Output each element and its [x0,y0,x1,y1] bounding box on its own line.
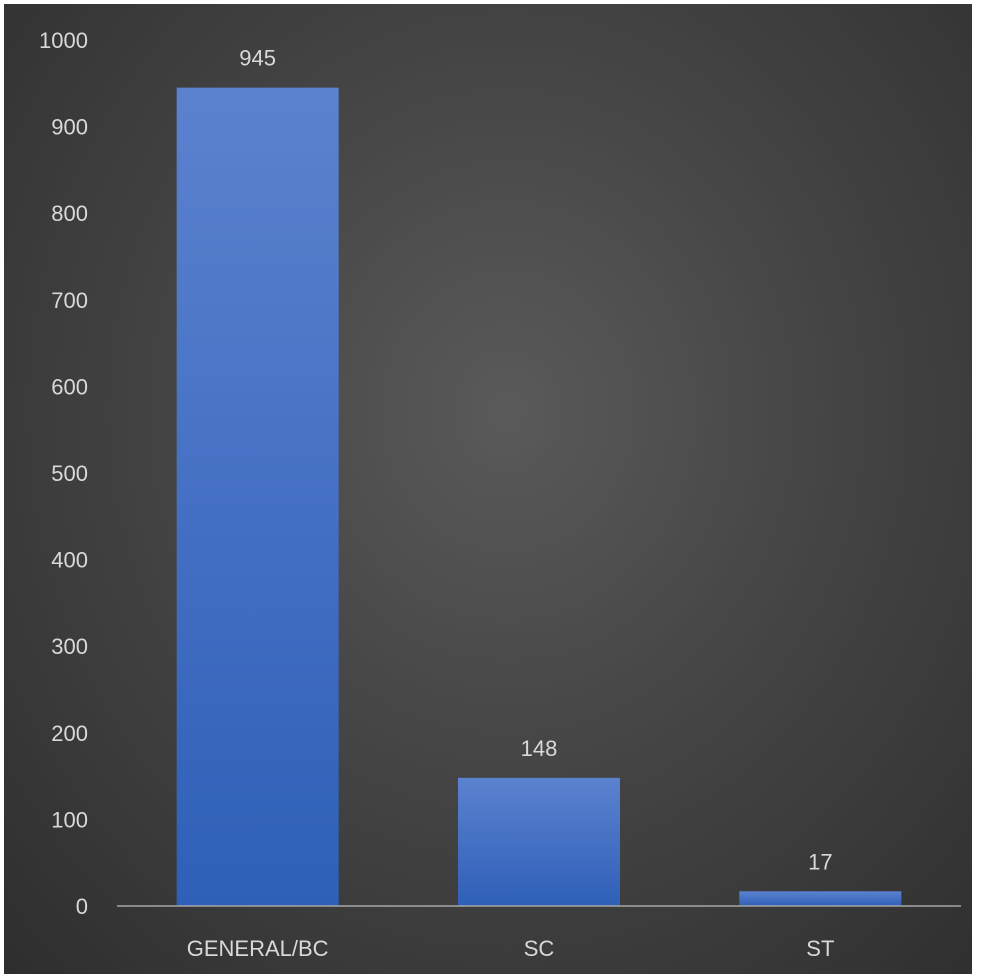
data-label: 945 [239,46,276,71]
y-tick-label: 900 [51,115,88,140]
y-tick-label: 400 [51,548,88,573]
bar [176,87,339,906]
bar-chart: 0 100 200 300 400 500 600 700 800 900 1000 945 148 1… [39,28,961,961]
x-axis-category-labels: GENERAL/BC SC ST [187,936,835,961]
y-tick-label: 1000 [39,28,88,53]
y-tick-label: 300 [51,634,88,659]
data-label: 148 [521,736,558,761]
y-tick-label: 500 [51,461,88,486]
y-tick-label: 700 [51,288,88,313]
data-label: 17 [808,849,832,874]
data-labels-group: 945 148 17 [239,46,832,875]
y-axis-tick-labels: 0 100 200 300 400 500 600 700 800 900 1000 [39,28,88,919]
x-category-label: GENERAL/BC [187,936,329,961]
y-tick-label: 800 [51,201,88,226]
y-tick-label: 600 [51,374,88,399]
x-category-label: SC [524,936,555,961]
chart-area: 0 100 200 300 400 500 600 700 800 900 1000 945 148 1… [4,4,972,974]
y-tick-label: 0 [76,894,88,919]
y-tick-label: 100 [51,807,88,832]
bar [739,891,902,906]
bars-group [176,87,902,906]
x-category-label: ST [806,936,834,961]
y-tick-label: 200 [51,721,88,746]
bar [458,777,620,906]
